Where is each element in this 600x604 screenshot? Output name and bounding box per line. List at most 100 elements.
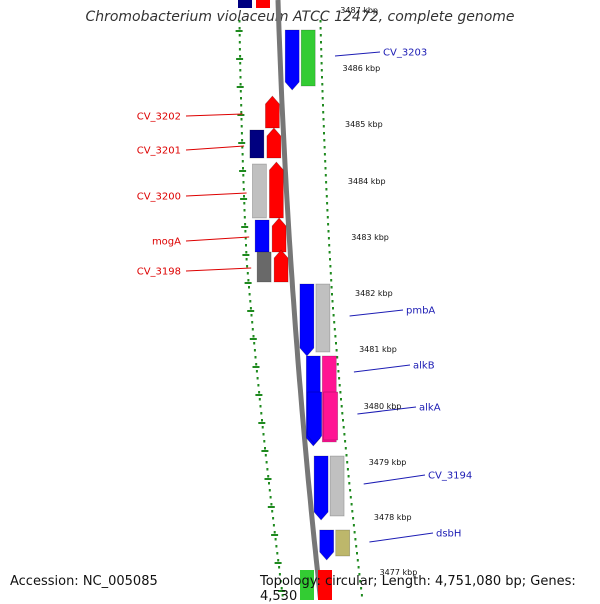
skew-dot bbox=[320, 55, 323, 58]
skew-dot bbox=[331, 300, 334, 303]
gene-arrow[interactable] bbox=[284, 29, 300, 91]
skew-dot bbox=[320, 69, 323, 72]
gene-alka[interactable] bbox=[323, 391, 339, 441]
skew-dot bbox=[321, 76, 323, 79]
gene-label-cv-3194[interactable]: CV_3194 bbox=[428, 471, 472, 482]
skew-dot bbox=[273, 531, 276, 534]
skew-dot bbox=[238, 20, 241, 23]
gene-label-cv-3198[interactable]: CV_3198 bbox=[137, 267, 181, 278]
gene-arrow-cv-3200[interactable] bbox=[269, 161, 284, 219]
gene-arrow-moga[interactable] bbox=[271, 217, 287, 253]
skew-tick bbox=[274, 562, 282, 564]
skew-dot bbox=[277, 559, 280, 562]
gene-label-cv-3200[interactable]: CV_3200 bbox=[137, 192, 181, 203]
skew-dot bbox=[257, 384, 260, 387]
gene-label-cv-3203[interactable]: CV_3203 bbox=[383, 48, 427, 59]
skew-dot bbox=[264, 454, 267, 457]
gene-arrow-cv-3198[interactable] bbox=[273, 249, 289, 283]
gene-block-partial[interactable] bbox=[300, 570, 314, 600]
gene-labels[interactable]: CV_3202 CV_3201 CV_3200 mogA CV_3198 CV_3203p… bbox=[137, 48, 473, 543]
gene-label-moga[interactable]: mogA bbox=[152, 237, 181, 248]
skew-dot bbox=[330, 279, 333, 282]
gene-arrow[interactable] bbox=[299, 283, 315, 357]
label-leader bbox=[353, 364, 411, 373]
gene-label-pmba[interactable]: pmbA bbox=[406, 306, 435, 317]
gene-block[interactable] bbox=[249, 129, 265, 159]
skew-dot bbox=[338, 384, 341, 387]
skew-tick bbox=[237, 114, 245, 116]
skew-dot bbox=[240, 104, 243, 107]
gene-block-partial[interactable] bbox=[256, 0, 270, 8]
gene-dsbh[interactable] bbox=[335, 529, 351, 557]
skew-dot bbox=[239, 62, 242, 65]
gene-label-dsbh[interactable]: dsbH bbox=[436, 529, 461, 540]
skew-dot bbox=[348, 482, 351, 485]
skew-dot bbox=[320, 62, 323, 65]
skew-dot bbox=[355, 545, 358, 548]
skew-dot bbox=[268, 489, 271, 492]
skew-dot bbox=[331, 293, 333, 296]
map-title: Chromobacterium violaceum ATCC 12472, co… bbox=[85, 9, 515, 25]
gene-block[interactable] bbox=[254, 219, 270, 253]
gene-arrow-cv-3202[interactable] bbox=[265, 95, 280, 129]
kbp-tick-label: 3477 kbp bbox=[380, 568, 418, 577]
label-leader bbox=[349, 309, 404, 317]
skew-dot bbox=[251, 321, 254, 324]
gene-arrow[interactable] bbox=[307, 391, 323, 445]
gene-block[interactable] bbox=[252, 163, 267, 219]
gene-arrow[interactable] bbox=[319, 529, 335, 561]
skew-dot bbox=[242, 188, 245, 191]
skew-dot bbox=[354, 538, 357, 541]
skew-dot bbox=[242, 174, 245, 177]
gene-cv-3194[interactable] bbox=[329, 455, 345, 517]
skew-dot bbox=[252, 335, 255, 338]
skew-tick bbox=[252, 366, 260, 368]
gene-pmba[interactable] bbox=[315, 283, 331, 353]
gene-block-partial[interactable] bbox=[318, 570, 332, 600]
skew-dot bbox=[327, 230, 330, 233]
gene-arrow-cv-3201[interactable] bbox=[266, 127, 282, 159]
skew-dot bbox=[352, 524, 355, 527]
kbp-ticks: 3487 kbp 3486 kbp 3485 kbp 3484 kbp 3483 kbp… bbox=[340, 6, 417, 577]
skew-dot bbox=[333, 328, 336, 331]
skew-dot bbox=[335, 349, 338, 352]
skew-tick bbox=[244, 282, 252, 284]
skew-dot bbox=[320, 41, 322, 44]
gene-features[interactable] bbox=[238, 0, 351, 600]
gene-block-partial[interactable] bbox=[238, 0, 252, 8]
skew-dot bbox=[323, 153, 326, 156]
gene-label-alkb[interactable]: alkB bbox=[413, 361, 435, 372]
skew-dot bbox=[334, 335, 337, 338]
skew-dot bbox=[242, 167, 244, 170]
gene-label-cv-3201[interactable]: CV_3201 bbox=[137, 146, 181, 157]
skew-dot bbox=[356, 552, 358, 555]
skew-dot bbox=[254, 356, 257, 359]
skew-dot bbox=[342, 419, 344, 422]
skew-tick bbox=[235, 30, 243, 32]
skew-dot bbox=[269, 496, 272, 499]
gene-arrow[interactable] bbox=[313, 455, 329, 521]
skew-dot bbox=[245, 251, 248, 254]
gene-block[interactable] bbox=[256, 251, 272, 283]
genome-backbone bbox=[275, 0, 324, 600]
skew-dot bbox=[321, 83, 324, 86]
skew-dot bbox=[239, 55, 242, 58]
skew-dot bbox=[322, 125, 325, 128]
skew-dot bbox=[275, 545, 278, 548]
skew-dot bbox=[265, 461, 268, 464]
label-leader bbox=[369, 532, 434, 543]
accession-label: Accession: NC_005085 bbox=[10, 574, 158, 589]
skew-dot bbox=[321, 90, 324, 93]
skew-dot bbox=[259, 405, 262, 408]
skew-tick bbox=[236, 58, 244, 60]
skew-dot bbox=[245, 258, 248, 261]
gene-label-alka[interactable]: alkA bbox=[419, 403, 441, 414]
gene-cv-3203[interactable] bbox=[300, 29, 316, 87]
gene-label-cv-3202[interactable]: CV_3202 bbox=[137, 112, 181, 123]
skew-dot bbox=[243, 216, 246, 219]
skew-dot bbox=[247, 279, 250, 282]
skew-dot bbox=[255, 370, 258, 373]
skew-dot bbox=[241, 153, 244, 156]
skew-dot bbox=[248, 293, 251, 296]
